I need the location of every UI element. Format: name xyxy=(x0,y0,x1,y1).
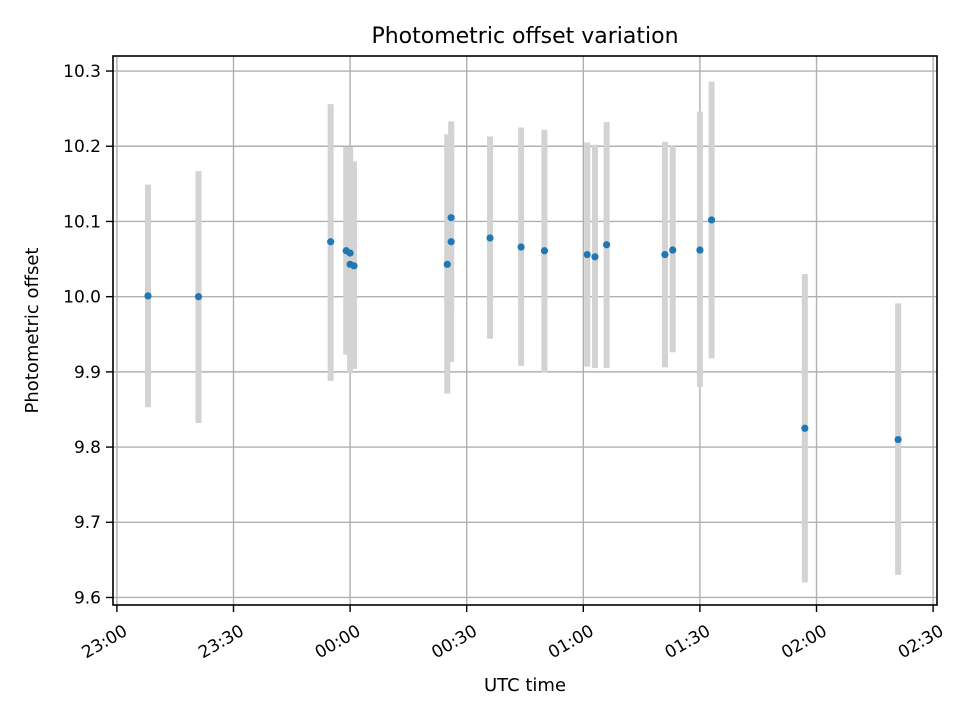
x-tick-label: 23:30 xyxy=(195,621,247,663)
data-point xyxy=(346,249,354,257)
axis-ticks xyxy=(106,70,934,612)
x-tick-label: 23:00 xyxy=(79,621,131,663)
data-point xyxy=(350,262,358,270)
y-tick-label: 10.1 xyxy=(63,212,101,232)
data-point xyxy=(194,293,203,301)
data-point xyxy=(894,435,902,444)
x-axis-label: UTC time xyxy=(484,675,566,696)
data-point xyxy=(447,238,455,246)
y-tick-label: 10.2 xyxy=(63,137,101,157)
data-point xyxy=(669,246,677,254)
data-point xyxy=(603,241,611,249)
y-tick-label: 9.9 xyxy=(74,363,101,383)
grid xyxy=(113,56,937,605)
data-point xyxy=(540,247,549,255)
y-axis-label: Photometric offset xyxy=(22,248,43,414)
data-point xyxy=(696,246,704,254)
data-point xyxy=(144,292,152,300)
y-tick-label: 10.3 xyxy=(63,62,101,82)
data-point xyxy=(443,260,451,268)
plot-area-frame xyxy=(112,55,938,606)
data-point xyxy=(327,238,335,246)
data-points xyxy=(144,214,902,444)
y-tick-label: 10.0 xyxy=(63,288,101,308)
y-tick-label: 9.7 xyxy=(74,513,101,533)
data-point xyxy=(447,214,455,222)
x-tick-label: 02:00 xyxy=(778,621,830,663)
y-tick-label: 9.8 xyxy=(74,438,101,458)
error-bars xyxy=(144,81,902,583)
x-tick-label: 01:00 xyxy=(545,621,597,663)
data-point xyxy=(591,253,599,261)
x-tick-label: 00:30 xyxy=(428,621,480,663)
x-tick-label: 01:30 xyxy=(662,621,714,663)
data-point xyxy=(583,250,591,259)
data-point xyxy=(801,424,809,432)
x-tick-label: 02:30 xyxy=(895,621,947,663)
y-tick-label: 9.6 xyxy=(74,588,101,608)
data-point xyxy=(707,216,716,224)
data-point xyxy=(486,234,494,242)
data-point xyxy=(517,243,525,251)
x-tick-label: 00:00 xyxy=(312,621,364,663)
data-point xyxy=(661,250,669,259)
chart-title: Photometric offset variation xyxy=(371,24,678,49)
